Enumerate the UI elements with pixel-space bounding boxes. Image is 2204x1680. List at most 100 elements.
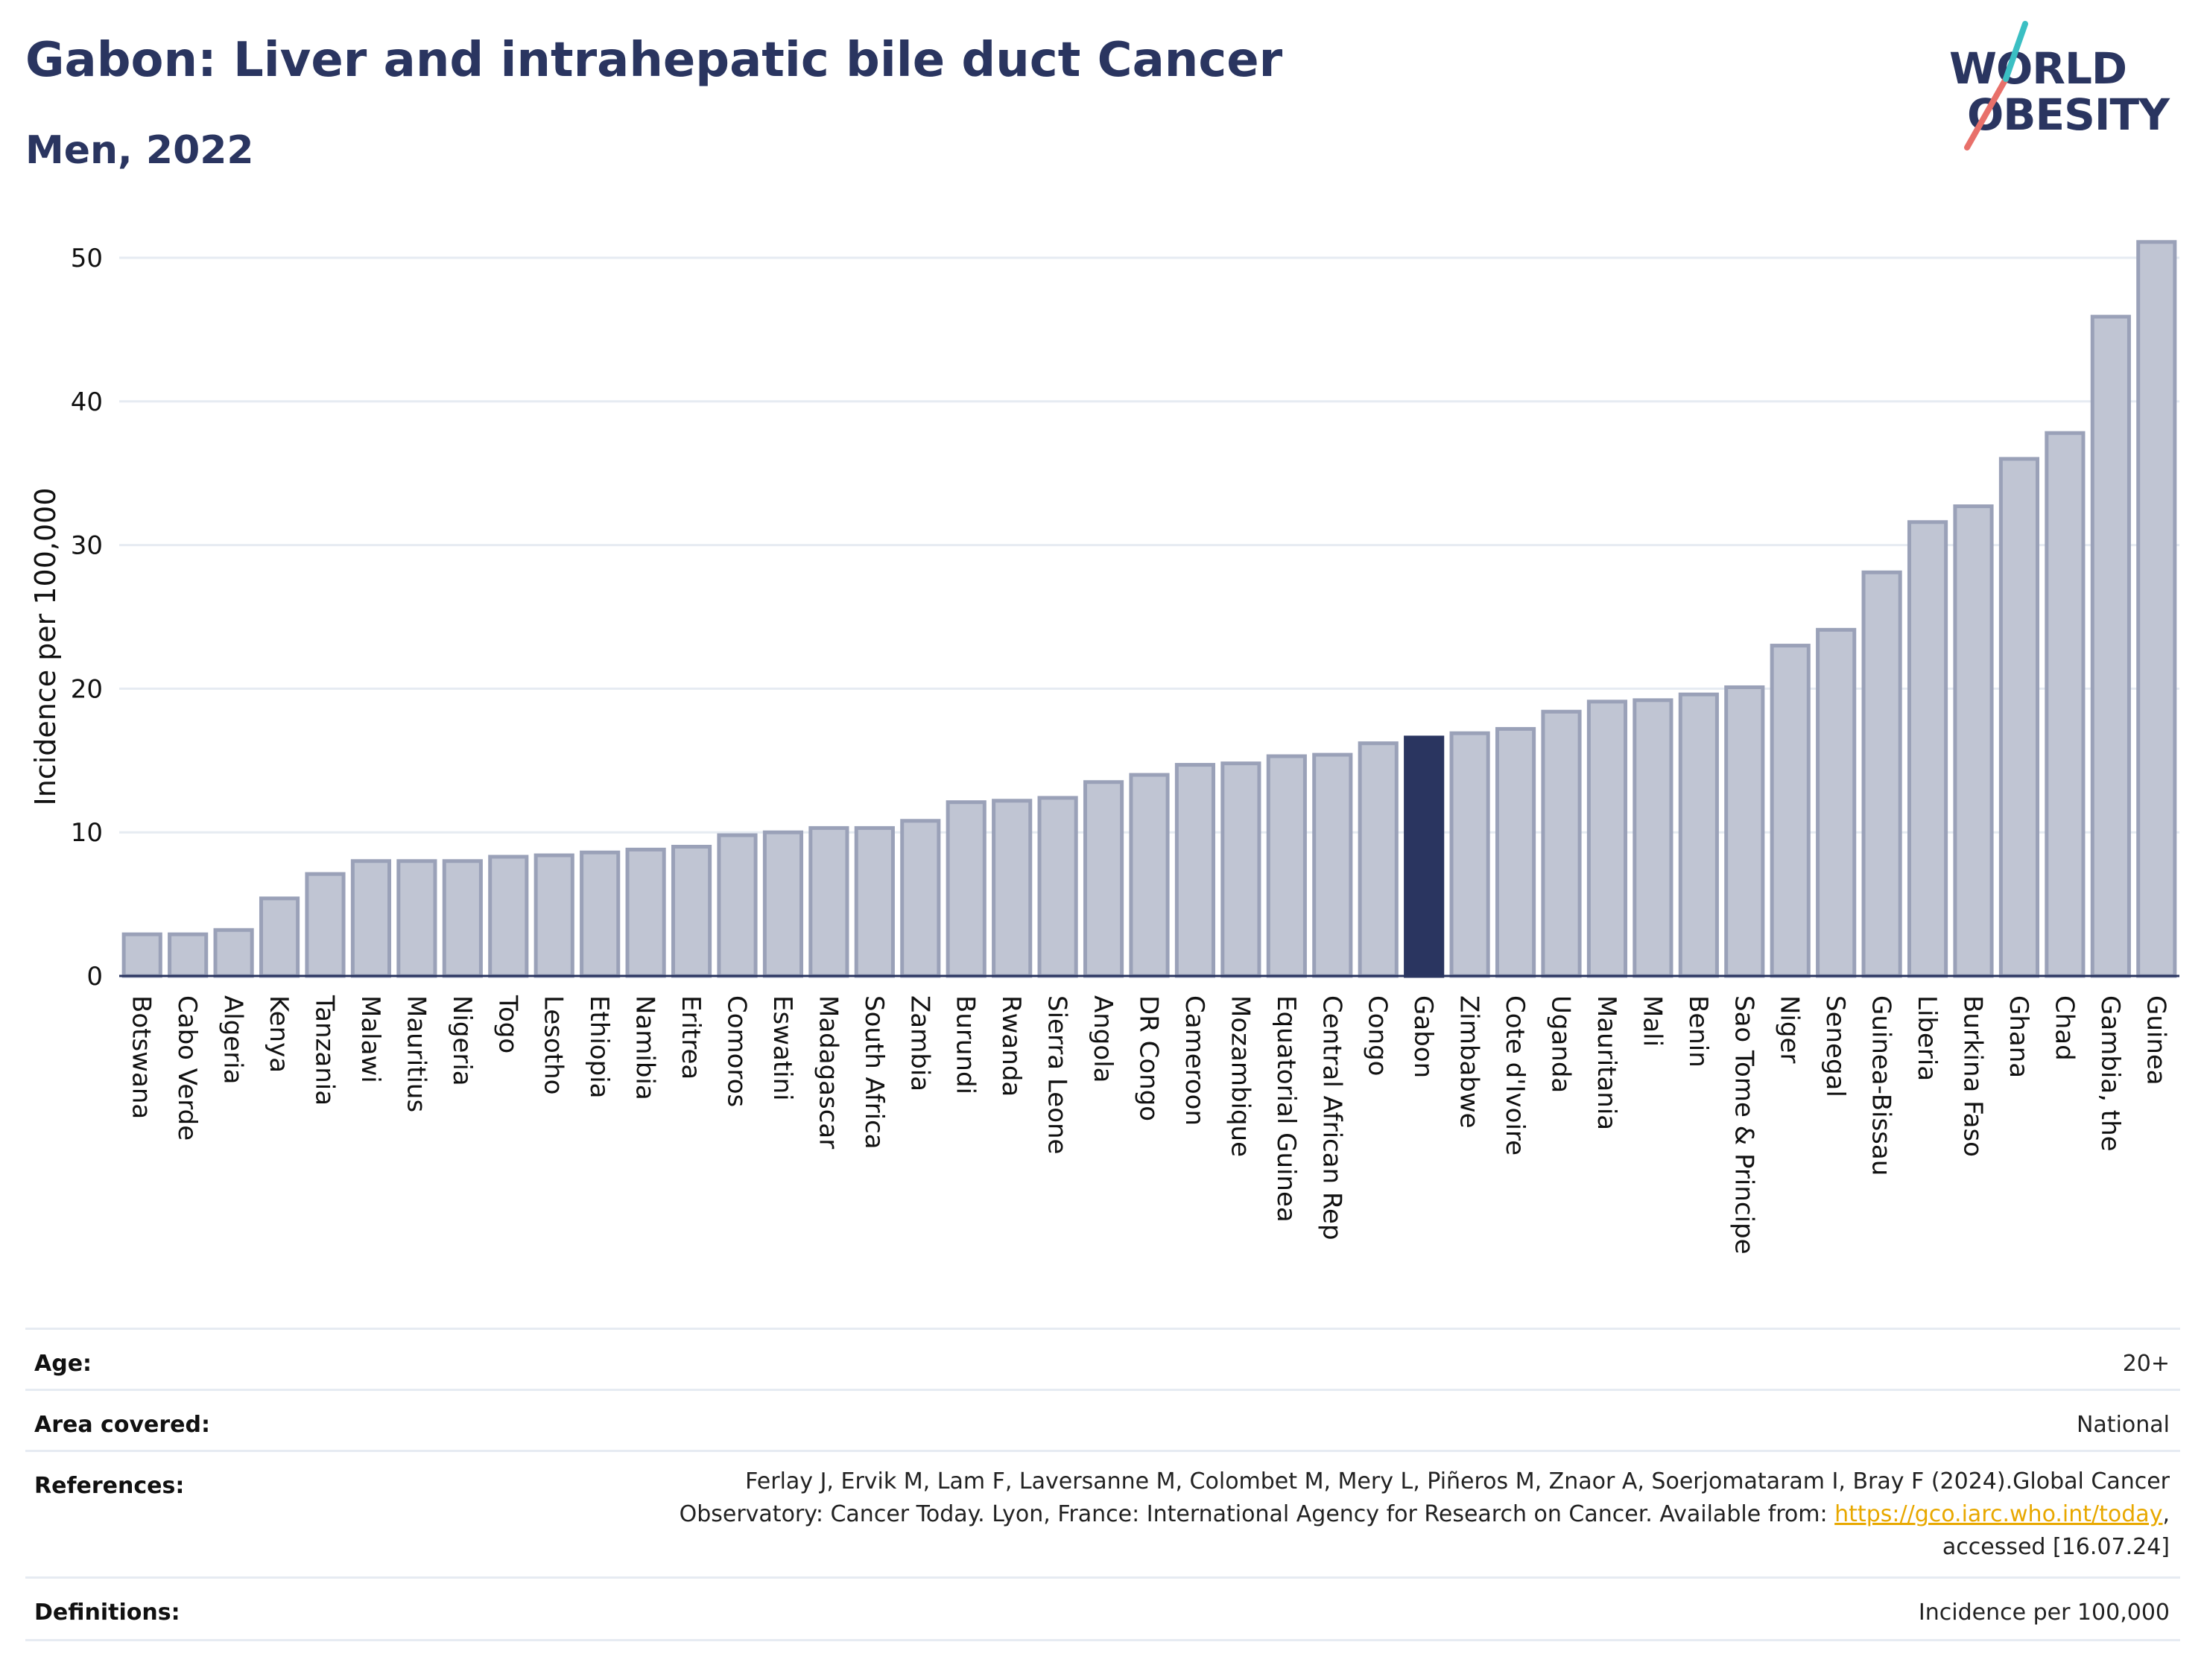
bar-namibia — [625, 847, 666, 978]
references-line-2-suffix: , — [2162, 1501, 2170, 1527]
bar-lesotho — [533, 853, 574, 978]
meta-row-references: References: Ferlay J, Ervik M, Lam F, La… — [25, 1450, 2180, 1579]
references-line-1: Ferlay J, Ervik M, Lam F, Laversanne M, … — [745, 1468, 2170, 1494]
y-tick-label: 20 — [71, 674, 103, 704]
x-tick-label: Ghana — [2004, 995, 2033, 1078]
x-tick-label: Togo — [493, 995, 522, 1053]
y-tick-label: 0 — [86, 962, 103, 992]
x-tick-label: Zambia — [905, 995, 934, 1091]
x-tick-label: South Africa — [859, 995, 889, 1150]
logo-text-world: WORLD — [1949, 43, 2127, 94]
bar-cabo-verde — [168, 932, 209, 978]
bar-liberia — [1907, 520, 1948, 978]
chart-subtitle: Men, 2022 — [25, 128, 254, 173]
bar-niger — [1770, 644, 1811, 978]
references-link[interactable]: https://gco.iarc.who.int/today — [1834, 1501, 2163, 1527]
x-tick-label: Rwanda — [996, 995, 1026, 1097]
bar-algeria — [213, 928, 254, 978]
x-tick-label: Cameroon — [1179, 995, 1209, 1126]
bar-madagascar — [808, 825, 849, 978]
bar-chad — [2045, 431, 2086, 978]
bar-chart: 0 10 20 30 40 50 Incidence per 100,000 Botswana… — [29, 240, 2179, 1255]
bar-togo — [488, 855, 529, 978]
bar-cote-d-ivoire — [1495, 726, 1536, 978]
bar-mozambique — [1220, 761, 1261, 978]
meta-bottom-rule — [25, 1639, 2180, 1641]
references-label: References: — [34, 1473, 185, 1499]
bar-gabon — [1404, 735, 1445, 978]
x-tick-label: Angola — [1088, 995, 1118, 1083]
bar-guinea — [2136, 240, 2177, 978]
bar-zambia — [900, 819, 941, 978]
x-tick-label: Nigeria — [447, 995, 477, 1086]
references-value: Ferlay J, Ervik M, Lam F, Laversanne M, … — [680, 1465, 2170, 1564]
bar-malawi — [350, 859, 392, 978]
bar-nigeria — [442, 859, 483, 978]
x-tick-label: Lesotho — [539, 995, 569, 1094]
x-tick-label: Burkina Faso — [1958, 995, 1988, 1157]
bar-zimbabwe — [1449, 731, 1490, 978]
bar-kenya — [259, 896, 300, 978]
area-value: National — [2076, 1412, 2170, 1438]
y-tick-label: 10 — [71, 818, 103, 848]
x-tick-label: Eritrea — [676, 995, 706, 1080]
x-tick-label: Guinea-Bissau — [1866, 995, 1896, 1176]
x-tick-label: Ethiopia — [584, 995, 614, 1098]
bar-angola — [1083, 780, 1124, 978]
meta-row-age: Age: 20+ — [25, 1328, 2180, 1389]
bar-gambia-the — [2090, 314, 2131, 978]
x-tick-label: Congo — [1363, 995, 1393, 1076]
bar-benin — [1678, 692, 1719, 978]
world-obesity-logo: WORLD OBESITY — [1937, 15, 2191, 164]
definitions-value: Incidence per 100,000 — [1918, 1600, 2170, 1626]
x-tick-label: Cabo Verde — [172, 995, 202, 1141]
bar-senegal — [1816, 627, 1857, 978]
logo-slash-icon — [1964, 21, 2028, 150]
x-tick-label: Equatorial Guinea — [1271, 995, 1301, 1223]
bar-burkina-faso — [1953, 504, 1994, 978]
x-tick-label: Central African Rep — [1317, 995, 1346, 1240]
bar-uganda — [1541, 709, 1582, 978]
logo-text-obesity: OBESITY — [1967, 89, 2170, 140]
references-line-2: Observatory: Cancer Today. Lyon, France:… — [680, 1498, 2170, 1531]
meta-row-definitions: Definitions: Incidence per 100,000 — [25, 1576, 2180, 1641]
x-tick-label: Burundi — [951, 995, 981, 1094]
x-tick-label: Mauritania — [1592, 995, 1621, 1130]
x-tick-label: Algeria — [218, 995, 248, 1084]
bar-eritrea — [671, 844, 712, 978]
x-tick-label: Botswana — [127, 995, 156, 1119]
bar-mauritania — [1586, 700, 1628, 978]
bar-mauritius — [396, 859, 437, 978]
definitions-label: Definitions: — [34, 1600, 180, 1626]
x-tick-label: Mauritius — [401, 995, 431, 1112]
x-tick-label: Cote d'Ivoire — [1500, 995, 1530, 1156]
x-tick-label: Liberia — [1912, 995, 1942, 1081]
x-tick-label: Madagascar — [813, 995, 843, 1149]
y-tick-label: 30 — [71, 531, 103, 561]
bar-south-africa — [854, 825, 895, 978]
bar-burundi — [946, 800, 987, 978]
x-tick-label: Zimbabwe — [1454, 995, 1484, 1129]
bar-tanzania — [305, 872, 346, 978]
age-label: Age: — [34, 1351, 92, 1377]
bar-rwanda — [992, 799, 1033, 978]
references-line-3: accessed [16.07.24] — [1942, 1534, 2170, 1560]
area-label: Area covered: — [34, 1412, 210, 1438]
x-tick-label: Mali — [1637, 995, 1667, 1047]
bar-sao-tome-principe — [1724, 685, 1765, 978]
meta-row-area: Area covered: National — [25, 1389, 2180, 1451]
chart-title: Gabon: Liver and intrahepatic bile duct … — [25, 33, 1283, 88]
bar-ghana — [1998, 457, 2040, 978]
bar-botswana — [121, 932, 162, 978]
x-tick-label: Senegal — [1820, 995, 1850, 1097]
y-tick-label: 50 — [71, 244, 103, 273]
x-tick-label: Chad — [2049, 995, 2079, 1061]
x-tick-label: Gambia, the — [2095, 995, 2125, 1152]
bar-cameroon — [1174, 763, 1216, 978]
x-tick-label: Gabon — [1408, 995, 1438, 1078]
x-tick-label: Mozambique — [1225, 995, 1255, 1157]
x-tick-label: DR Congo — [1134, 995, 1164, 1121]
x-tick-label: Namibia — [630, 995, 660, 1100]
x-tick-label: Sierra Leone — [1042, 995, 1072, 1154]
x-tick-label: Kenya — [264, 995, 294, 1073]
